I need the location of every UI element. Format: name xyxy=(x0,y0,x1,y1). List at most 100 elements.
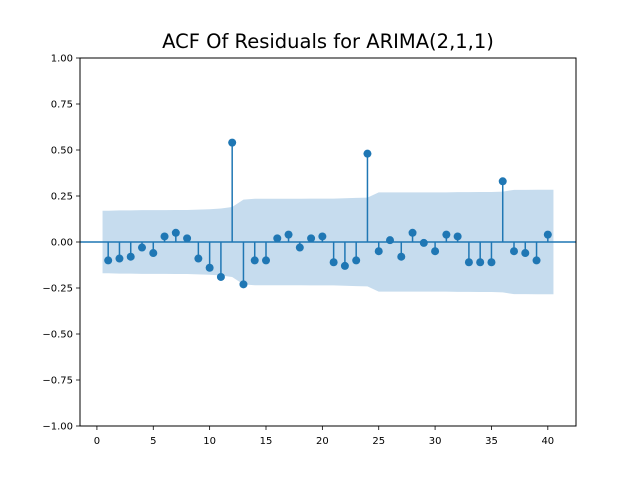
y-tick-label: 1.00 xyxy=(51,54,73,65)
stem-marker xyxy=(340,261,349,270)
acf-stem-lag-3 xyxy=(126,242,135,261)
stem-marker xyxy=(408,228,417,237)
stem-marker xyxy=(273,234,282,243)
stem-marker xyxy=(295,243,304,252)
stem-marker xyxy=(115,254,124,263)
acf-stem-lag-24 xyxy=(363,149,372,242)
acf-stem-lag-30 xyxy=(431,242,440,256)
stem-marker xyxy=(521,249,530,258)
acf-stem-lag-1 xyxy=(104,242,113,265)
stem-marker xyxy=(476,258,485,267)
y-tick-label: −1.00 xyxy=(42,422,73,433)
acf-stem-lag-7 xyxy=(171,228,180,242)
acf-stem-lag-19 xyxy=(307,234,316,243)
stem-marker xyxy=(442,230,451,239)
stem-marker xyxy=(183,234,192,243)
acf-stem-lag-38 xyxy=(521,242,530,258)
stem-marker xyxy=(307,234,316,243)
plot-area: 0 5 10 15 20 25 30 35 40 1.00 0.75 0.50 0.25 0.00 −0.… xyxy=(42,54,577,447)
x-tick-label: 20 xyxy=(316,436,329,447)
chart-title: ACF Of Residuals for ARIMA(2,1,1) xyxy=(162,30,494,53)
x-axis: 0 5 10 15 20 25 30 35 40 xyxy=(94,426,554,447)
stem-marker xyxy=(386,236,394,245)
acf-stem-lag-39 xyxy=(532,242,541,265)
acf-stem-lag-28 xyxy=(408,228,417,242)
acf-stem-lag-12 xyxy=(228,138,237,242)
stem-marker xyxy=(397,252,406,261)
stem-series xyxy=(104,138,552,289)
stem-marker xyxy=(329,258,338,267)
acf-stem-lag-4 xyxy=(138,242,146,252)
stem-marker xyxy=(498,177,507,186)
y-axis: 1.00 0.75 0.50 0.25 0.00 −0.25 −0.50 −0.75 −1.00 xyxy=(42,54,80,433)
acf-stem-lag-11 xyxy=(216,242,225,281)
stem-marker xyxy=(284,230,293,239)
stem-marker xyxy=(543,230,552,239)
acf-stem-lag-37 xyxy=(510,242,518,256)
acf-stem-lag-8 xyxy=(183,234,192,243)
x-tick-label: 25 xyxy=(372,436,385,447)
acf-stem-lag-17 xyxy=(284,230,293,242)
stem-marker xyxy=(453,232,462,241)
stem-marker xyxy=(205,263,214,272)
stem-marker xyxy=(216,272,225,281)
x-tick-label: 30 xyxy=(429,436,442,447)
stem-marker xyxy=(318,232,327,241)
stem-marker xyxy=(374,247,383,256)
acf-stem-lag-29 xyxy=(419,238,428,247)
stem-marker xyxy=(228,138,237,147)
stem-marker xyxy=(171,228,180,237)
y-tick-label: 0.00 xyxy=(51,238,73,249)
stem-marker xyxy=(352,256,361,265)
acf-stem-lag-9 xyxy=(194,242,203,263)
acf-stem-lag-2 xyxy=(115,242,124,263)
y-tick-label: −0.75 xyxy=(42,376,73,387)
acf-stem-lag-34 xyxy=(476,242,485,267)
x-tick-label: 35 xyxy=(485,436,498,447)
acf-stem-lag-26 xyxy=(386,236,394,245)
x-tick-label: 0 xyxy=(94,436,100,447)
acf-stem-lag-21 xyxy=(329,242,338,267)
acf-stem-lag-27 xyxy=(397,242,406,261)
x-tick-label: 40 xyxy=(541,436,554,447)
stem-marker xyxy=(104,256,113,265)
acf-stem-lag-33 xyxy=(464,242,473,267)
acf-stem-lag-40 xyxy=(543,230,552,242)
y-tick-label: 0.75 xyxy=(51,100,73,111)
stem-marker xyxy=(194,254,203,263)
acf-stem-lag-14 xyxy=(250,242,259,265)
acf-stem-lag-23 xyxy=(352,242,361,265)
acf-stem-lag-31 xyxy=(442,230,451,242)
stem-marker xyxy=(363,149,372,158)
acf-stem-lag-5 xyxy=(149,242,158,258)
stem-marker xyxy=(431,247,440,256)
stem-marker xyxy=(464,258,473,267)
stem-marker xyxy=(239,280,248,289)
acf-stem-lag-18 xyxy=(295,242,304,252)
acf-stem-lag-20 xyxy=(318,232,327,242)
stem-marker xyxy=(262,256,270,265)
acf-stem-lag-15 xyxy=(262,242,270,265)
stem-marker xyxy=(419,238,428,247)
stem-marker xyxy=(149,249,158,258)
stem-marker xyxy=(532,256,541,265)
y-tick-label: −0.50 xyxy=(42,330,73,341)
acf-stem-lag-6 xyxy=(160,232,169,242)
x-tick-label: 10 xyxy=(203,436,216,447)
x-tick-label: 15 xyxy=(260,436,273,447)
stem-marker xyxy=(510,247,518,256)
y-tick-label: −0.25 xyxy=(42,284,73,295)
acf-stem-lag-36 xyxy=(498,177,507,242)
acf-stem-lag-16 xyxy=(273,234,282,243)
acf-stem-lag-35 xyxy=(487,242,496,267)
stem-marker xyxy=(250,256,259,265)
acf-stem-lag-25 xyxy=(374,242,383,256)
acf-stem-lag-32 xyxy=(453,232,462,242)
x-tick-label: 5 xyxy=(150,436,156,447)
stem-marker xyxy=(138,243,146,252)
acf-stem-lag-10 xyxy=(205,242,214,272)
stem-marker xyxy=(487,258,496,267)
y-tick-label: 0.25 xyxy=(51,192,73,203)
stem-marker xyxy=(160,232,169,241)
